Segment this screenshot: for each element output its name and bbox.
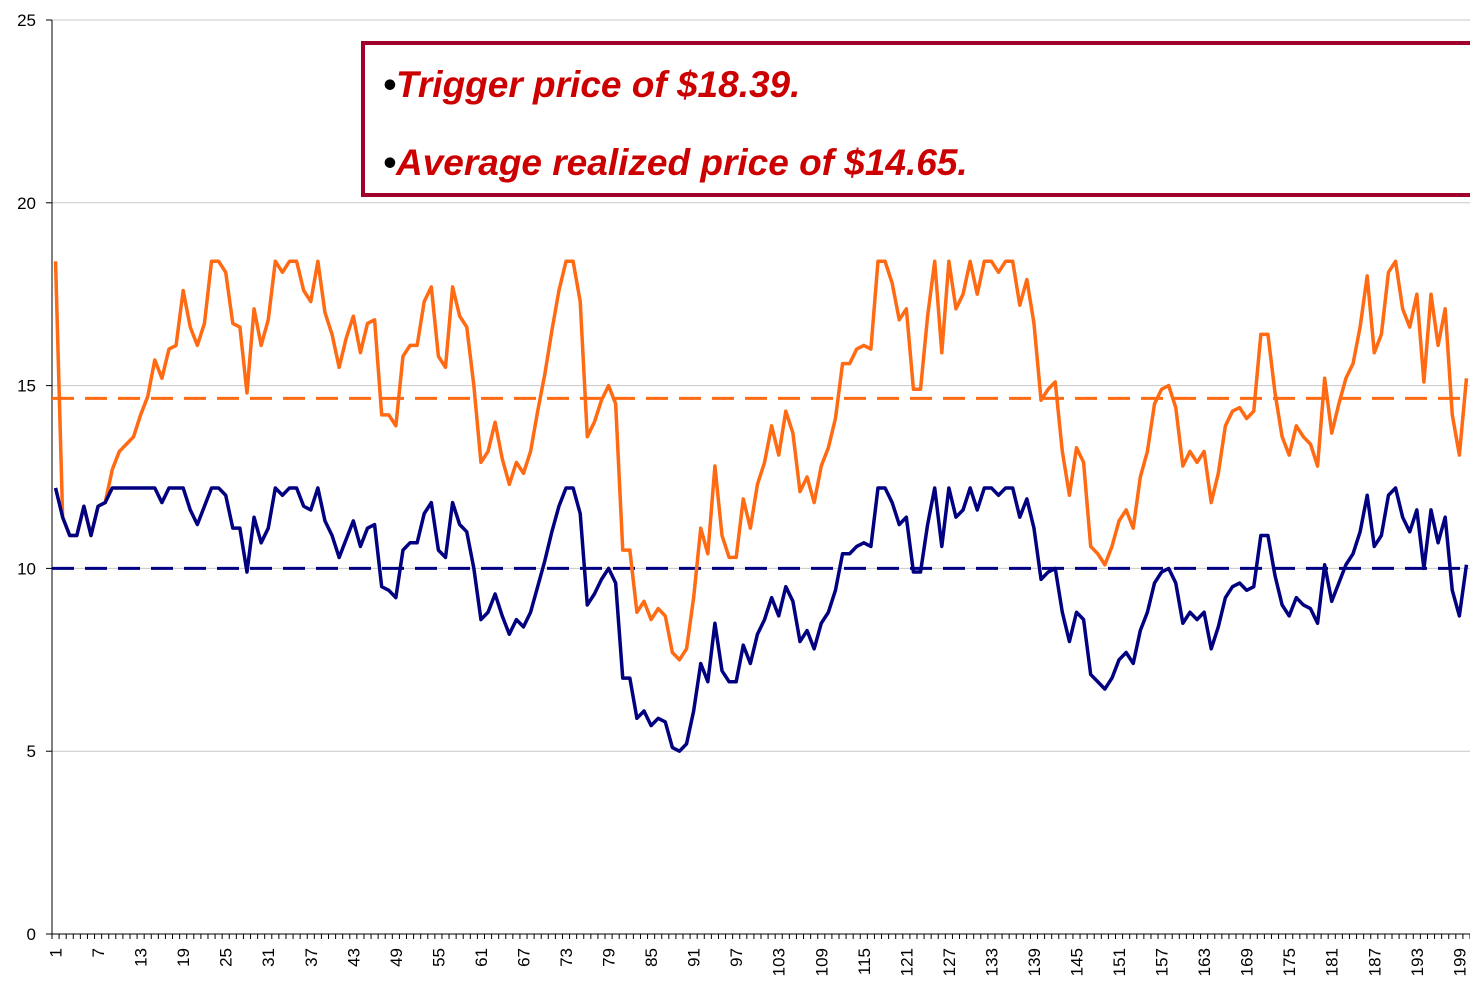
annotation-text: Average realized price of $14.65. [395, 142, 968, 183]
annotation-text: Trigger price of $18.39. [396, 64, 800, 105]
y-tick-label: 10 [17, 559, 36, 578]
x-tick-label: 121 [897, 948, 916, 976]
x-tick-label: 175 [1280, 948, 1299, 976]
x-tick-label: 67 [514, 948, 533, 967]
series-line [53, 486, 1469, 753]
x-tick-label: 103 [770, 948, 789, 976]
x-tick-label: 73 [557, 948, 576, 967]
x-tick-label: 25 [217, 948, 236, 967]
x-tick-label: 169 [1238, 948, 1257, 976]
x-tick-label: 151 [1110, 948, 1129, 976]
annotation-bullet: • [383, 64, 396, 105]
x-tick-label: 109 [812, 948, 831, 976]
x-tick-label: 19 [174, 948, 193, 967]
annotation: •Average realized price of $14.65. [383, 142, 968, 183]
x-tick-label: 133 [982, 948, 1001, 976]
x-tick-label: 55 [429, 948, 448, 967]
y-tick-label: 0 [27, 925, 36, 944]
x-tick-label: 7 [89, 948, 108, 957]
y-tick-label: 5 [27, 742, 36, 761]
x-tick-label: 193 [1408, 948, 1427, 976]
x-tick-label: 115 [855, 948, 874, 975]
x-tick-label: 145 [1068, 948, 1087, 976]
y-tick-label: 20 [17, 194, 36, 213]
y-tick-label: 15 [17, 377, 36, 396]
annotation-box [361, 41, 1470, 197]
x-tick-label: 97 [727, 948, 746, 967]
x-tick-label: 199 [1450, 948, 1469, 976]
x-tick-label: 37 [302, 948, 321, 967]
x-tick-label: 31 [259, 948, 278, 967]
x-tick-label: 13 [132, 948, 151, 967]
y-tick-label: 25 [17, 11, 36, 30]
x-tick-label: 157 [1153, 948, 1172, 976]
annotation: •Trigger price of $18.39. [383, 64, 800, 105]
x-tick-label: 163 [1195, 948, 1214, 976]
x-tick-label: 1 [47, 948, 66, 957]
x-tick-label: 187 [1365, 948, 1384, 976]
x-tick-label: 181 [1323, 948, 1342, 976]
annotation-bullet: • [383, 142, 396, 183]
x-tick-label: 61 [472, 948, 491, 967]
x-tick-label: 79 [600, 948, 619, 967]
x-tick-label: 43 [344, 948, 363, 967]
x-tick-label: 49 [387, 948, 406, 967]
series-line [53, 259, 1469, 662]
x-tick-label: 85 [642, 948, 661, 967]
x-tick-label: 91 [685, 948, 704, 967]
x-tick-label: 139 [1025, 948, 1044, 976]
x-tick-label: 127 [940, 948, 959, 976]
